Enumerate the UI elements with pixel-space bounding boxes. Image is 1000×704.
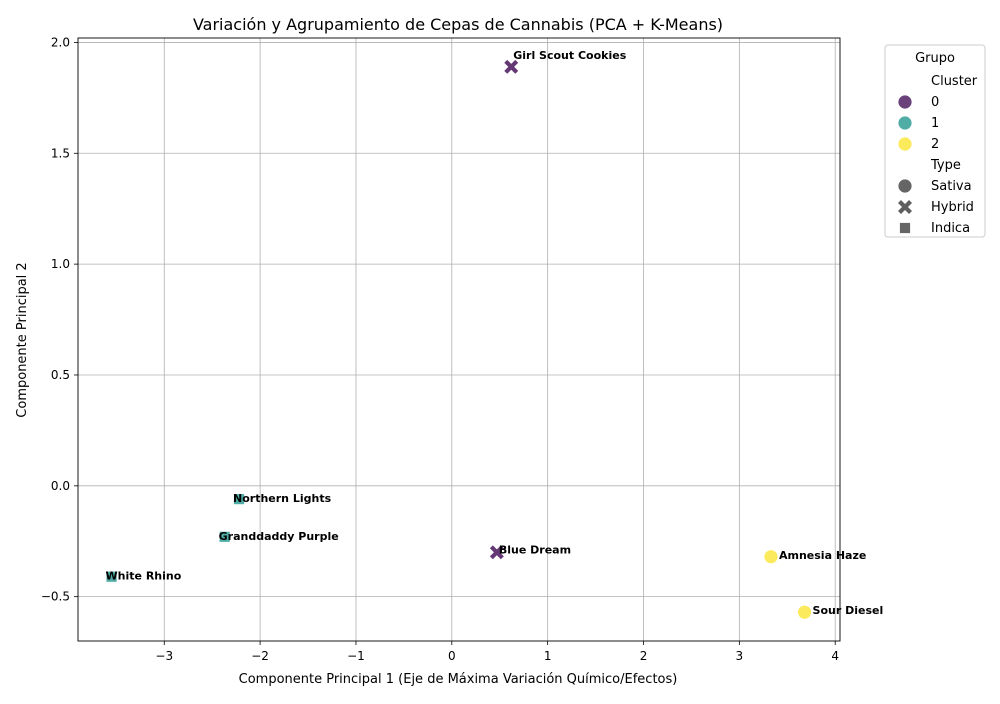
legend-cluster-label: 1	[931, 116, 939, 131]
point-label: Granddaddy Purple	[219, 530, 339, 543]
legend-type-label: Hybrid	[931, 200, 974, 215]
data-point	[504, 59, 519, 74]
legend-type-label: Sativa	[931, 179, 972, 194]
point-label: Blue Dream	[499, 543, 571, 556]
legend: Grupo Cluster 0 1 2 Type Sativa Hybrid Indica	[884, 44, 986, 238]
x-tick-label: −3	[155, 649, 173, 663]
y-tick-label: 1.0	[51, 257, 70, 271]
point-label: Amnesia Haze	[779, 549, 866, 562]
data-point	[763, 549, 779, 565]
legend-type-label: Indica	[931, 221, 970, 236]
x-tick-label: 1	[544, 649, 552, 663]
data-point	[233, 493, 245, 506]
y-tick-label: −0.5	[41, 590, 70, 604]
legend-cluster-marker	[897, 94, 913, 110]
data-point	[105, 570, 118, 583]
x-tick-label: −1	[347, 649, 365, 663]
y-axis-label: Componente Principal 2	[15, 262, 30, 417]
data-point	[797, 604, 812, 620]
x-axis-label: Componente Principal 1 (Eje de Máxima Va…	[239, 672, 678, 687]
legend-cluster-marker	[897, 136, 913, 152]
grid	[78, 38, 840, 641]
point-label: White Rhino	[106, 570, 182, 583]
legend-type-marker	[899, 222, 911, 234]
data-points	[105, 59, 812, 620]
chart-title: Variación y Agrupamiento de Cepas de Can…	[193, 15, 723, 34]
legend-cluster-label: 0	[931, 95, 939, 110]
y-tick-label: 2.0	[51, 35, 70, 49]
x-tick-label: −2	[251, 649, 269, 663]
legend-type-marker	[897, 178, 913, 194]
data-point	[489, 545, 504, 560]
legend-hue-title: Cluster	[931, 74, 978, 89]
point-label: Northern Lights	[233, 492, 332, 505]
plot-frame	[77, 37, 841, 642]
point-label: Sour Diesel	[813, 604, 884, 617]
x-tick-label: 2	[640, 649, 648, 663]
data-point	[218, 530, 231, 543]
axes: −3 −2 −1 0 1 2 3 4 −0.5 0.0 0.5 1.0 1.5 2.0	[41, 35, 841, 663]
y-tick-label: 1.5	[51, 146, 70, 160]
legend-cluster-marker	[897, 115, 913, 131]
y-tick-label: 0.5	[51, 368, 70, 382]
x-tick-label: 4	[831, 649, 839, 663]
legend-style-title: Type	[930, 158, 961, 173]
point-label: Girl Scout Cookies	[513, 49, 626, 62]
legend-cluster-label: 2	[931, 137, 939, 152]
x-tick-label: 3	[736, 649, 744, 663]
x-tick-label: 0	[448, 649, 456, 663]
point-labels: Girl Scout Cookies Northern Lights Grandda…	[106, 49, 884, 617]
legend-title: Grupo	[915, 51, 955, 66]
y-tick-label: 0.0	[51, 479, 70, 493]
legend-type-marker	[898, 200, 912, 214]
